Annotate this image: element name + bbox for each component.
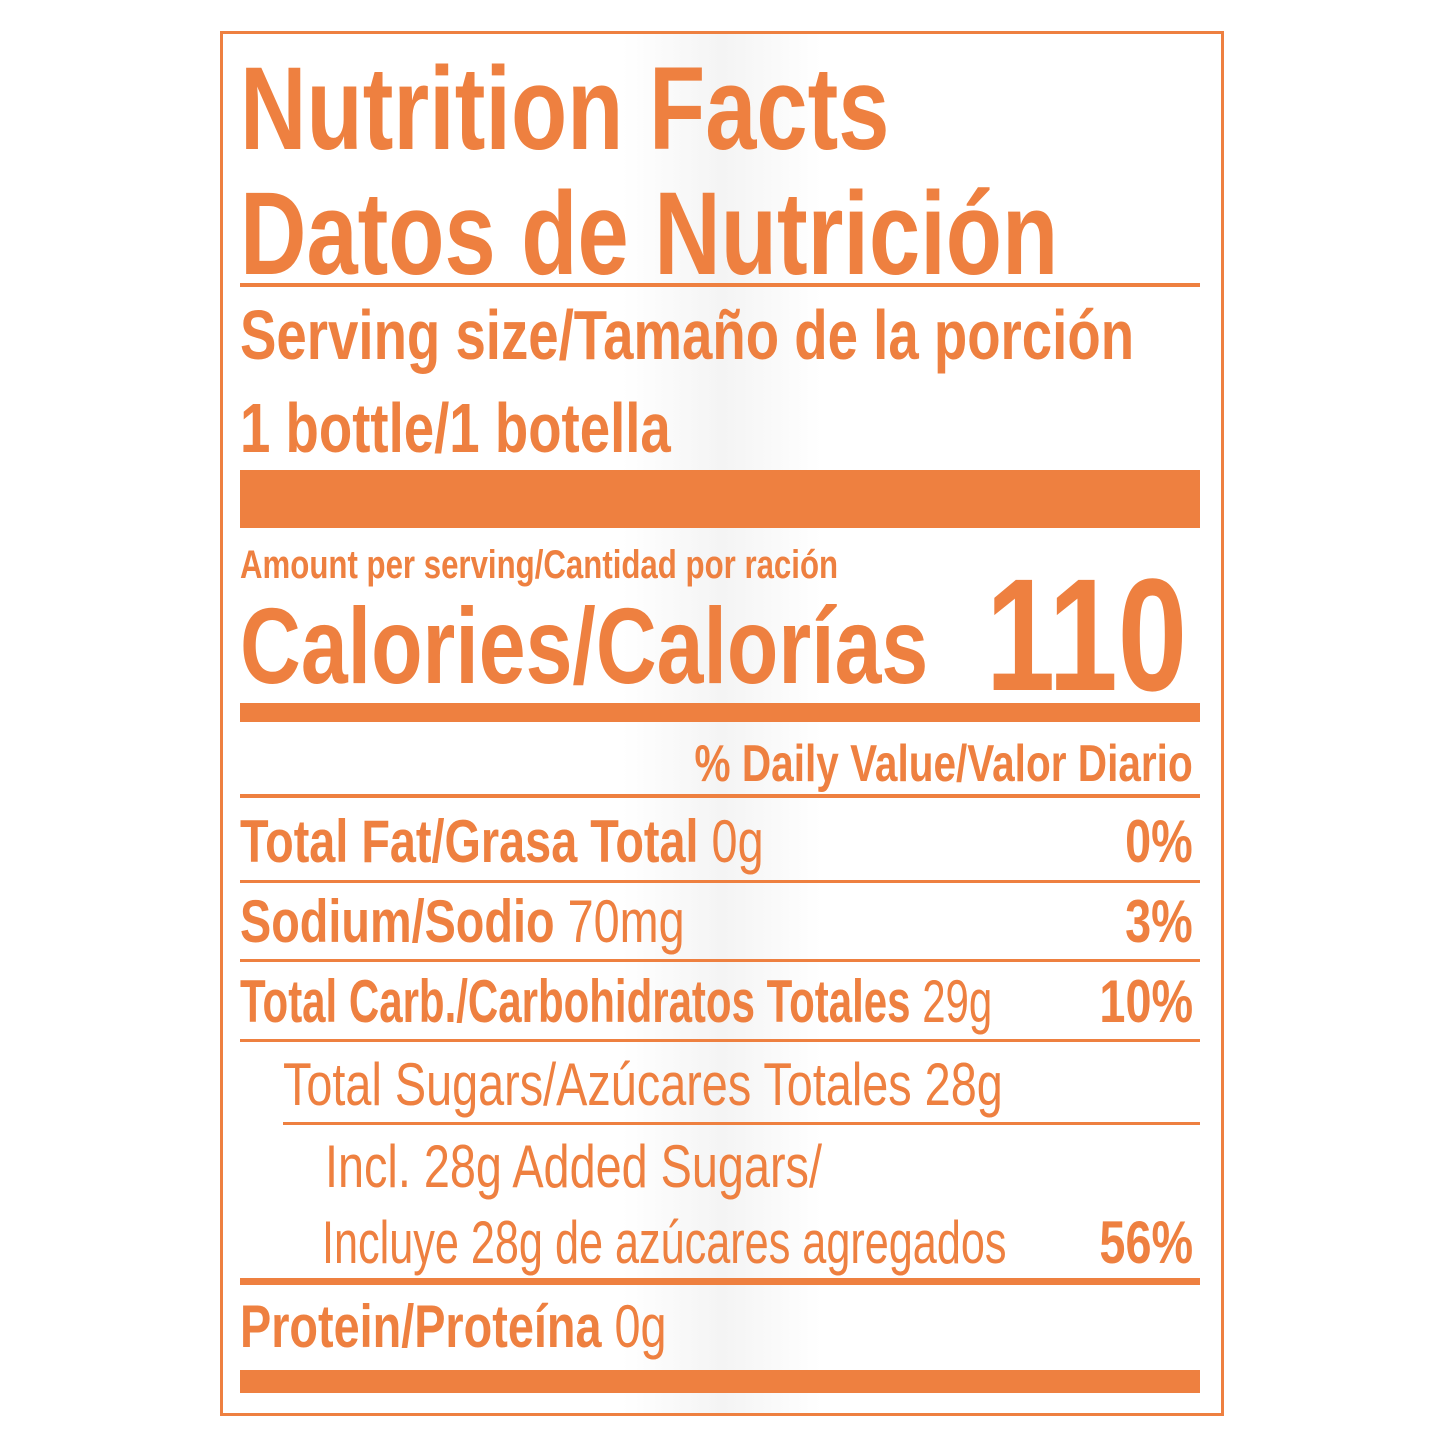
divider	[240, 959, 1200, 962]
divider	[240, 794, 1200, 798]
nutrient-row-sodium: Sodium/Sodio 70mg	[240, 892, 685, 952]
title-english: Nutrition Facts	[240, 43, 890, 175]
thick-divider	[240, 470, 1200, 528]
serving-size-value: 1 bottle/1 botella	[240, 389, 671, 467]
nutrient-row-protein: Protein/Proteína 0g	[240, 1297, 667, 1357]
divider	[283, 1122, 1200, 1125]
nutrient-row-total-sugars: Total Sugars/Azúcares Totales 28g	[283, 1051, 1003, 1118]
nutrient-dv: 0%	[1125, 808, 1193, 875]
daily-value-header: % Daily Value/Valor Diario	[694, 735, 1193, 793]
divider	[240, 1278, 1200, 1285]
serving-size-label: Serving size/Tamaño de la porción	[240, 296, 1135, 374]
nutrient-dv: 10%	[1099, 968, 1193, 1035]
nutrition-facts-label	[220, 31, 1224, 1416]
title-spanish: Datos de Nutrición	[240, 168, 1059, 300]
calories-value: 110	[985, 545, 1187, 724]
nutrient-label: Total Carb./Carbohidratos Totales	[240, 968, 911, 1035]
nutrient-amount: 70mg	[567, 888, 685, 955]
nutrient-amount: 0g	[711, 808, 764, 875]
nutrient-label: Total Fat/Grasa Total	[240, 808, 699, 875]
nutrient-row-added-sugars-spanish: Incluye 28g de azúcares agregados	[322, 1209, 1007, 1276]
nutrient-label: Sodium/Sodio	[240, 888, 555, 955]
thick-divider	[240, 1370, 1200, 1393]
nutrient-label: Protein/Proteína	[240, 1293, 602, 1360]
calories-label: Calories/Calorías	[240, 585, 929, 706]
divider	[240, 880, 1200, 883]
divider	[240, 283, 1200, 287]
nutrient-row-total-carb: Total Carb./Carbohidratos Totales 29g	[240, 972, 992, 1032]
divider	[240, 1039, 1200, 1042]
amount-per-serving: Amount per serving/Cantidad por ración	[240, 543, 839, 587]
thick-divider	[240, 703, 1200, 722]
nutrient-amount: 29g	[922, 968, 993, 1035]
nutrient-dv: 3%	[1125, 888, 1193, 955]
nutrient-row-added-sugars: Incl. 28g Added Sugars/	[325, 1133, 822, 1200]
nutrient-amount: 0g	[614, 1293, 667, 1360]
nutrient-dv: 56%	[1099, 1209, 1193, 1276]
nutrient-row-total-fat: Total Fat/Grasa Total 0g	[240, 812, 764, 872]
